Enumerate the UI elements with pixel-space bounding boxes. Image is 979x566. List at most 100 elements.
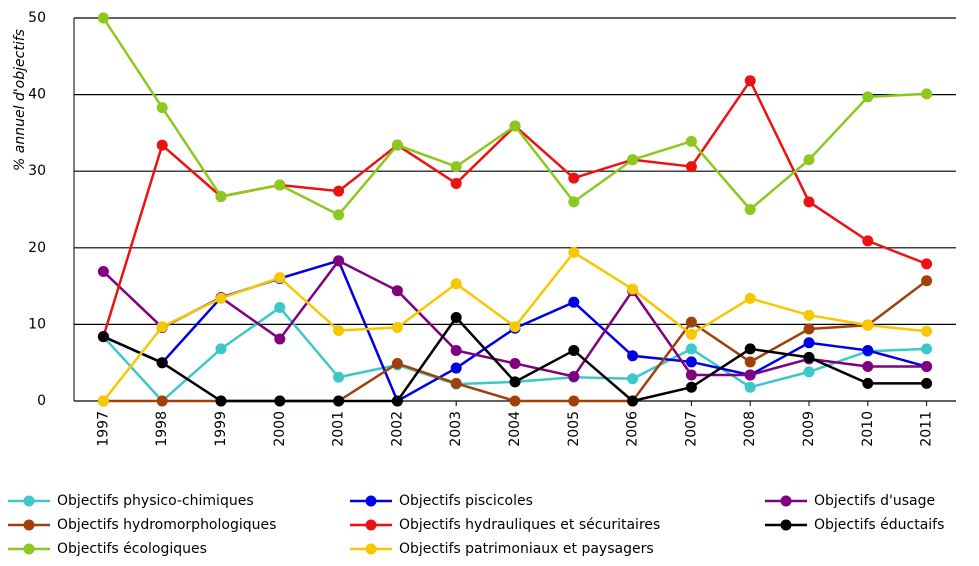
data-point xyxy=(333,209,345,221)
data-point xyxy=(921,361,933,373)
data-point xyxy=(921,275,933,287)
legend-label: Objectifs d'usage xyxy=(814,493,935,509)
legend-marker xyxy=(365,543,377,555)
data-point xyxy=(509,376,521,388)
legend-marker xyxy=(780,519,792,531)
data-point xyxy=(568,196,580,208)
data-point xyxy=(685,369,697,381)
y-tick-label: 50 xyxy=(28,10,46,26)
x-tick-label: 2000 xyxy=(272,411,288,447)
data-point xyxy=(568,344,580,356)
series-line xyxy=(102,17,927,217)
legend-label: Objectifs hydromorphologiques xyxy=(57,517,276,533)
data-point xyxy=(333,185,345,197)
data-point xyxy=(156,321,168,333)
legend-label: Objectifs éductaifs xyxy=(814,517,944,533)
data-point xyxy=(450,344,462,356)
data-point xyxy=(450,362,462,374)
y-tick-label: 40 xyxy=(28,87,46,103)
data-point xyxy=(627,283,639,295)
data-point xyxy=(744,75,756,87)
data-point xyxy=(156,139,168,151)
data-point xyxy=(274,302,286,314)
data-point xyxy=(391,285,403,297)
data-point xyxy=(156,357,168,369)
data-point xyxy=(568,172,580,184)
y-tick-label: 10 xyxy=(28,316,46,332)
data-point xyxy=(215,343,227,355)
data-point xyxy=(685,161,697,173)
data-point xyxy=(215,292,227,304)
data-point xyxy=(803,366,815,378)
legend-marker xyxy=(23,519,35,531)
data-point xyxy=(803,309,815,321)
data-point xyxy=(627,395,639,407)
data-point xyxy=(568,395,580,407)
data-point xyxy=(685,328,697,340)
data-point xyxy=(97,395,109,407)
data-point xyxy=(509,395,521,407)
legend-marker xyxy=(780,495,792,507)
x-tick-label: 2003 xyxy=(448,411,464,447)
legend-label: Objectifs hydrauliques et sécuritaires xyxy=(399,517,660,533)
x-tick-label: 1999 xyxy=(213,411,229,447)
data-point xyxy=(685,135,697,147)
data-point xyxy=(568,296,580,308)
x-tick-label: 2004 xyxy=(507,411,523,447)
y-axis-label: % annuel d'objectifs xyxy=(12,29,28,171)
x-tick-label: 2008 xyxy=(742,411,758,447)
data-point xyxy=(450,161,462,173)
data-point xyxy=(509,120,521,132)
data-point xyxy=(803,337,815,349)
data-point xyxy=(450,278,462,290)
data-point xyxy=(450,377,462,389)
data-point xyxy=(391,139,403,151)
y-tick-label: 0 xyxy=(37,393,46,409)
data-point xyxy=(627,373,639,385)
x-tick-label: 2007 xyxy=(683,411,699,447)
x-tick-label: 2010 xyxy=(860,411,876,447)
data-point xyxy=(391,395,403,407)
data-point xyxy=(274,272,286,284)
data-point xyxy=(450,312,462,324)
x-tick-label: 2005 xyxy=(566,411,582,447)
data-point xyxy=(568,370,580,382)
data-point xyxy=(921,343,933,355)
legend-marker xyxy=(365,519,377,531)
data-point xyxy=(744,343,756,355)
data-point xyxy=(803,351,815,363)
data-point xyxy=(391,357,403,369)
x-tick-label: 2001 xyxy=(331,411,347,447)
data-point xyxy=(509,357,521,369)
data-point xyxy=(862,361,874,373)
legend-marker xyxy=(23,543,35,555)
data-point xyxy=(568,246,580,258)
y-tick-label: 20 xyxy=(28,240,46,256)
data-point xyxy=(685,316,697,328)
legend-marker xyxy=(23,495,35,507)
data-point xyxy=(685,356,697,368)
x-tick-label: 2009 xyxy=(801,411,817,447)
data-point xyxy=(215,190,227,202)
data-point xyxy=(509,321,521,333)
data-point xyxy=(744,356,756,368)
data-point xyxy=(744,292,756,304)
legend-label: Objectifs patrimoniaux et paysagers xyxy=(399,541,654,557)
data-point xyxy=(803,196,815,208)
data-point xyxy=(921,377,933,389)
data-point xyxy=(685,343,697,355)
data-point xyxy=(921,88,933,100)
data-point xyxy=(862,377,874,389)
legend-label: Objectifs piscicoles xyxy=(399,493,533,509)
data-point xyxy=(744,369,756,381)
data-point xyxy=(862,235,874,247)
legend-label: Objectifs physico-chimiques xyxy=(57,493,254,509)
y-tick-label: 30 xyxy=(28,163,46,179)
legend-marker xyxy=(365,495,377,507)
data-point xyxy=(97,331,109,343)
data-point xyxy=(97,12,109,24)
data-point xyxy=(274,333,286,345)
data-point xyxy=(333,395,345,407)
data-point xyxy=(450,177,462,189)
data-point xyxy=(274,395,286,407)
